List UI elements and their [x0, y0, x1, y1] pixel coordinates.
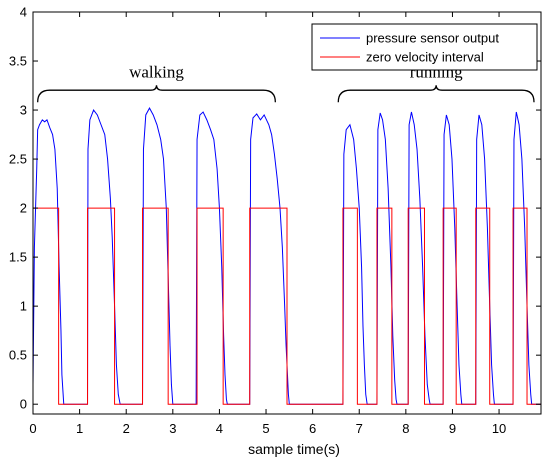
legend-box	[311, 23, 538, 71]
zero-velocity-series-line	[32, 207, 541, 405]
y-tick-label: 3	[20, 103, 27, 118]
x-tick-label: 4	[216, 421, 223, 436]
x-tick-label: 3	[169, 421, 176, 436]
legend: pressure sensor output zero velocity inte…	[311, 23, 538, 71]
series-layer	[32, 107, 541, 405]
axes-layer: 0 1 2 3 4 5 6 7 8 9 10 0 0.5 1 1.5 2 2.5 3 3.5 4	[9, 5, 542, 436]
y-tick-label: 0	[20, 397, 27, 412]
y-tick-label: 0.5	[9, 348, 27, 363]
legend-zero-velocity-label: zero velocity interval	[366, 50, 484, 65]
pressure-series-line	[32, 107, 541, 405]
y-tick-label: 1.5	[9, 250, 27, 265]
x-tick-label: 9	[449, 421, 456, 436]
legend-pressure-label: pressure sensor output	[366, 31, 499, 46]
x-axis-label: sample time(s)	[248, 441, 340, 457]
x-tick-label: 1	[76, 421, 83, 436]
y-tick-label: 4	[20, 5, 27, 20]
x-tick-label: 7	[356, 421, 363, 436]
x-tick-label: 5	[262, 421, 269, 436]
annotation-label-walking: walking	[129, 63, 184, 82]
plot-frame	[32, 11, 542, 415]
y-tick-label: 3.5	[9, 54, 27, 69]
x-tick-label: 2	[123, 421, 130, 436]
x-tick-label: 10	[492, 421, 506, 436]
annotation-brace-walking	[37, 85, 276, 103]
y-tick-label: 1	[20, 299, 27, 314]
y-tick-label: 2.5	[9, 152, 27, 167]
y-tick-label: 2	[20, 201, 27, 216]
x-tick-label: 0	[29, 421, 36, 436]
x-tick-label: 6	[309, 421, 316, 436]
x-tick-label: 8	[402, 421, 409, 436]
annotation-brace-running	[337, 85, 535, 103]
